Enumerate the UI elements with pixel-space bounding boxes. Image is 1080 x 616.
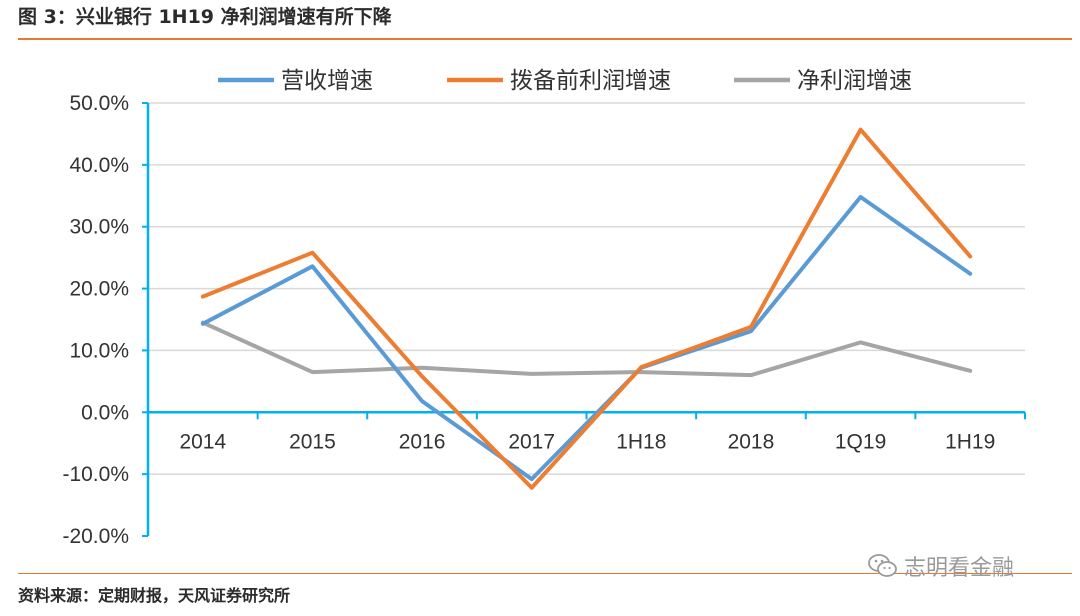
x-tick-label: 2017	[508, 430, 555, 453]
y-tick-label: 10.0%	[69, 339, 129, 362]
series-line	[200, 195, 973, 482]
y-tick-label: 40.0%	[69, 154, 129, 177]
x-tick-label: 2015	[289, 430, 336, 453]
series-line	[200, 320, 973, 378]
y-tick-label: -10.0%	[62, 463, 129, 486]
x-axis-ticks: 2014 2015 2016 2017 1H18 2018 1Q19 1H19	[179, 430, 995, 453]
series-line	[200, 127, 973, 490]
series-lines	[200, 127, 973, 490]
legend-label: 营收增速	[281, 68, 373, 94]
y-tick-label: 30.0%	[69, 216, 129, 239]
legend-label: 净利润增速	[797, 68, 912, 94]
figure-title: 图 3：兴业银行 1H19 净利润增速有所下降	[18, 6, 392, 28]
legend: 营收增速 拨备前利润增速 净利润增速	[218, 68, 912, 94]
y-tick-label: 20.0%	[69, 278, 129, 301]
gridlines	[148, 102, 1025, 475]
y-axis-ticks: -20.0% -10.0% 0.0% 10.0% 20.0% 30.0% 40.0% 50.0…	[62, 92, 148, 548]
y-tick-label: 0.0%	[81, 401, 129, 424]
legend-label: 拨备前利润增速	[510, 68, 671, 94]
y-tick-label: -20.0%	[62, 525, 129, 548]
x-tick-label: 2016	[399, 430, 446, 453]
x-tick-label: 1H19	[945, 430, 995, 453]
watermark: 志明看金融	[868, 550, 1014, 582]
x-tick-label: 2014	[179, 430, 226, 453]
y-tick-label: 50.0%	[69, 92, 129, 115]
source-note: 资料来源：定期财报，天风证券研究所	[18, 586, 291, 605]
watermark-text: 志明看金融	[904, 556, 1015, 581]
x-tick-label: 1H18	[616, 430, 666, 453]
x-tick-label: 2018	[728, 430, 775, 453]
axes	[146, 103, 1026, 536]
title-rule	[18, 38, 1072, 40]
x-tick-label: 1Q19	[835, 430, 886, 453]
wechat-icon	[868, 554, 897, 577]
source-rule	[18, 573, 1072, 574]
